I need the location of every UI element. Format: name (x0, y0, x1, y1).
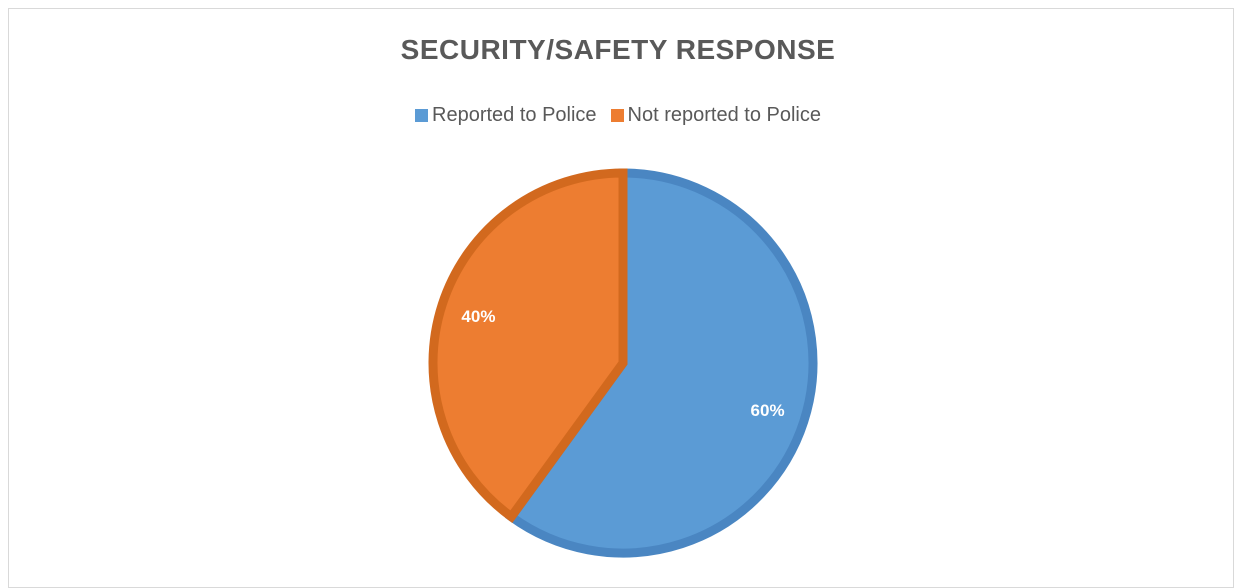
legend-label-reported: Reported to Police (432, 104, 597, 126)
pie-label-reported: 60% (751, 401, 785, 420)
chart-legend: Reported to Police Not reported to Polic… (0, 104, 1236, 127)
legend-item-not-reported: Not reported to Police (610, 104, 821, 127)
legend-item-reported: Reported to Police (415, 104, 597, 127)
chart-title: SECURITY/SAFETY RESPONSE (400, 34, 836, 65)
pie-slice-reported (505, 168, 818, 558)
legend-swatch-reported (415, 109, 428, 122)
pie-label-not-reported: 40% (461, 307, 495, 326)
pie-slice-not-reported (428, 168, 628, 524)
legend-swatch-not-reported (610, 109, 624, 122)
legend-label-not-reported: Not reported to Police (627, 104, 821, 126)
